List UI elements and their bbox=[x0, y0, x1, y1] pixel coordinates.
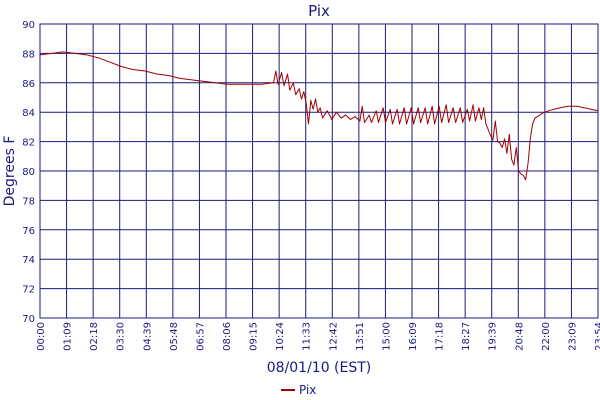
y-tick-label: 74 bbox=[22, 255, 35, 266]
x-tick-label: 09:15 bbox=[249, 322, 260, 351]
x-tick-label: 15:00 bbox=[381, 322, 392, 351]
y-tick-label: 78 bbox=[22, 196, 35, 207]
y-tick-label: 86 bbox=[22, 79, 35, 90]
legend: Pix bbox=[281, 382, 316, 398]
y-tick-label: 72 bbox=[22, 285, 35, 296]
x-tick-label: 18:27 bbox=[461, 322, 472, 351]
x-tick-label: 04:39 bbox=[142, 322, 153, 351]
x-tick-label: 13:51 bbox=[355, 322, 366, 351]
x-tick-label: 23:09 bbox=[567, 322, 578, 351]
x-tick-label: 16:09 bbox=[408, 322, 419, 351]
x-tick-label: 11:33 bbox=[302, 322, 313, 351]
x-tick-label: 22:00 bbox=[541, 322, 552, 351]
x-tick-label: 10:24 bbox=[275, 322, 286, 351]
series-line-pix bbox=[39, 51, 599, 181]
x-tick-label: 19:39 bbox=[488, 322, 499, 351]
chart-title: Pix bbox=[308, 2, 330, 20]
y-axis-ticks: 70 72 74 76 78 80 82 84 86 88 90 bbox=[22, 20, 35, 325]
y-tick-label: 70 bbox=[22, 314, 35, 325]
x-tick-label: 01:09 bbox=[63, 322, 74, 351]
x-tick-label: 00:00 bbox=[36, 322, 47, 351]
x-tick-label: 03:30 bbox=[116, 322, 127, 351]
y-axis-label: Degrees F bbox=[2, 136, 18, 207]
x-tick-label: 02:18 bbox=[89, 322, 100, 351]
y-tick-label: 82 bbox=[22, 138, 35, 149]
y-tick-label: 80 bbox=[22, 167, 35, 178]
legend-label-pix: Pix bbox=[299, 383, 317, 397]
y-tick-label: 88 bbox=[22, 49, 35, 60]
x-tick-label: 20:48 bbox=[514, 322, 525, 351]
y-tick-label: 90 bbox=[22, 20, 35, 31]
x-tick-label: 17:18 bbox=[435, 322, 446, 351]
x-tick-label: 12:42 bbox=[328, 322, 339, 351]
x-axis-ticks: 00:00 01:09 02:18 03:30 04:39 05:48 06:57 08:06… bbox=[36, 322, 600, 351]
x-tick-label: 06:57 bbox=[195, 322, 206, 351]
y-tick-label: 84 bbox=[22, 108, 35, 119]
legend-swatch-pix bbox=[281, 389, 295, 391]
plot-frame bbox=[39, 23, 599, 319]
x-tick-label: 05:48 bbox=[169, 322, 180, 351]
y-tick-label: 76 bbox=[22, 226, 35, 237]
x-tick-label: 08:06 bbox=[222, 322, 233, 351]
series-group bbox=[39, 51, 599, 181]
x-axis-label: 08/01/10 (EST) bbox=[267, 360, 372, 376]
x-tick-label: 23:54 bbox=[594, 322, 600, 351]
